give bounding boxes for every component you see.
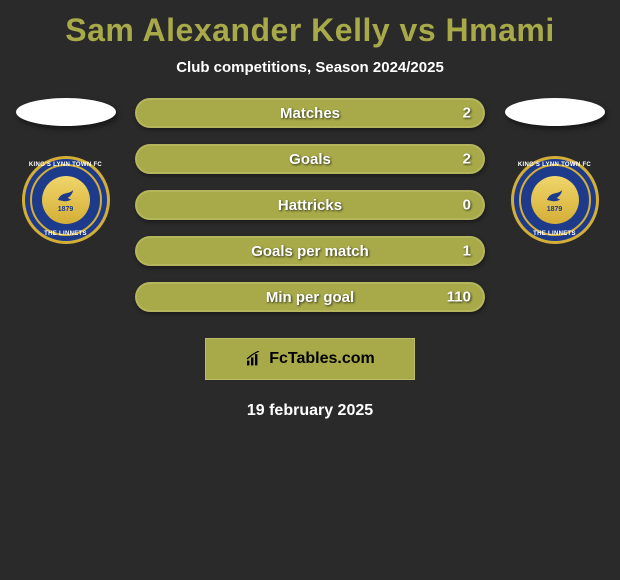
stat-row-hattricks: Hattricks 0 [135, 190, 485, 220]
stats-column: Matches 2 Goals 2 Hattricks 0 Goals per … [123, 98, 497, 328]
left-side: KING'S LYNN TOWN FC 1879 THE LINNETS [8, 98, 123, 328]
player-oval-left [16, 98, 116, 126]
crest-inner: 1879 [531, 176, 579, 224]
stat-row-matches: Matches 2 [135, 98, 485, 128]
crest-text-bottom: THE LINNETS [25, 231, 107, 237]
crest-text-top: KING'S LYNN TOWN FC [25, 162, 107, 168]
right-side: KING'S LYNN TOWN FC 1879 THE LINNETS [497, 98, 612, 328]
stat-right-value: 0 [463, 197, 471, 214]
stat-label: Goals per match [137, 243, 483, 260]
main-row: KING'S LYNN TOWN FC 1879 THE LINNETS Mat… [8, 98, 612, 328]
club-crest-left: KING'S LYNN TOWN FC 1879 THE LINNETS [22, 156, 110, 244]
subtitle: Club competitions, Season 2024/2025 [8, 59, 612, 76]
crest-outer: KING'S LYNN TOWN FC 1879 THE LINNETS [511, 156, 599, 244]
stat-label: Min per goal [137, 289, 483, 306]
player-oval-right [505, 98, 605, 126]
crest-year: 1879 [58, 206, 74, 213]
stat-label: Matches [137, 105, 483, 122]
crest-year: 1879 [547, 206, 563, 213]
club-crest-right: KING'S LYNN TOWN FC 1879 THE LINNETS [511, 156, 599, 244]
stat-row-goals: Goals 2 [135, 144, 485, 174]
bird-icon [55, 187, 77, 205]
brand-box[interactable]: FcTables.com [205, 338, 415, 380]
bird-icon [544, 187, 566, 205]
comparison-card: Sam Alexander Kelly vs Hmami Club compet… [0, 0, 620, 430]
stat-label: Hattricks [137, 197, 483, 214]
stat-right-value: 110 [447, 289, 471, 306]
stat-right-value: 1 [463, 243, 471, 260]
brand-label: FcTables.com [269, 350, 375, 368]
stat-row-mpg: Min per goal 110 [135, 282, 485, 312]
stat-right-value: 2 [463, 151, 471, 168]
crest-inner: 1879 [42, 176, 90, 224]
page-title: Sam Alexander Kelly vs Hmami [8, 12, 612, 49]
crest-outer: KING'S LYNN TOWN FC 1879 THE LINNETS [22, 156, 110, 244]
brand-text: FcTables.com [245, 350, 375, 368]
stat-right-value: 2 [463, 105, 471, 122]
date-label: 19 february 2025 [8, 402, 612, 420]
crest-text-top: KING'S LYNN TOWN FC [514, 162, 596, 168]
stat-label: Goals [137, 151, 483, 168]
stat-row-gpm: Goals per match 1 [135, 236, 485, 266]
crest-text-bottom: THE LINNETS [514, 231, 596, 237]
chart-icon [245, 351, 265, 367]
